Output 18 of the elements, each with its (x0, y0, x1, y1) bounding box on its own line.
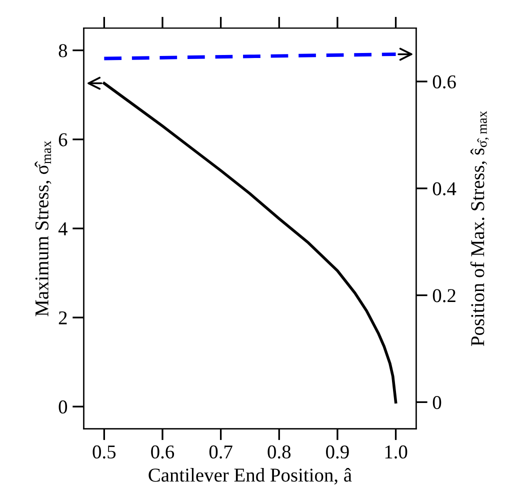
y-tick-label: 8 (58, 44, 68, 58)
y2-tick-label: 0.4 (432, 182, 456, 196)
x-tick-label: 0.9 (326, 445, 349, 459)
x-tick-label: 1.0 (385, 445, 408, 459)
y-tick-label: 4 (58, 222, 68, 236)
y2-tick-label: 0.2 (432, 289, 456, 302)
y2-tick-label: 0 (432, 396, 442, 410)
y2-axis-title: Position of Max. Stress, ŝ$_{σ̂,max}$ (470, 110, 489, 346)
x-tick-label: 0.5 (92, 445, 116, 459)
x-tick-label: 0.7 (209, 445, 232, 459)
y-axis-title: Maximum Stress, σ̂$_{max}$ (34, 140, 52, 316)
y-tick-label: 0 (58, 400, 68, 414)
x-tick-label: 0.6 (151, 445, 174, 459)
x-axis-title: Cantilever End Position, â (148, 468, 352, 484)
y2-tick-label: 0.6 (432, 75, 456, 89)
y-tick-label: 2 (58, 311, 67, 324)
x-tick-label: 0.8 (268, 445, 291, 459)
y-tick-label: 6 (58, 133, 68, 146)
